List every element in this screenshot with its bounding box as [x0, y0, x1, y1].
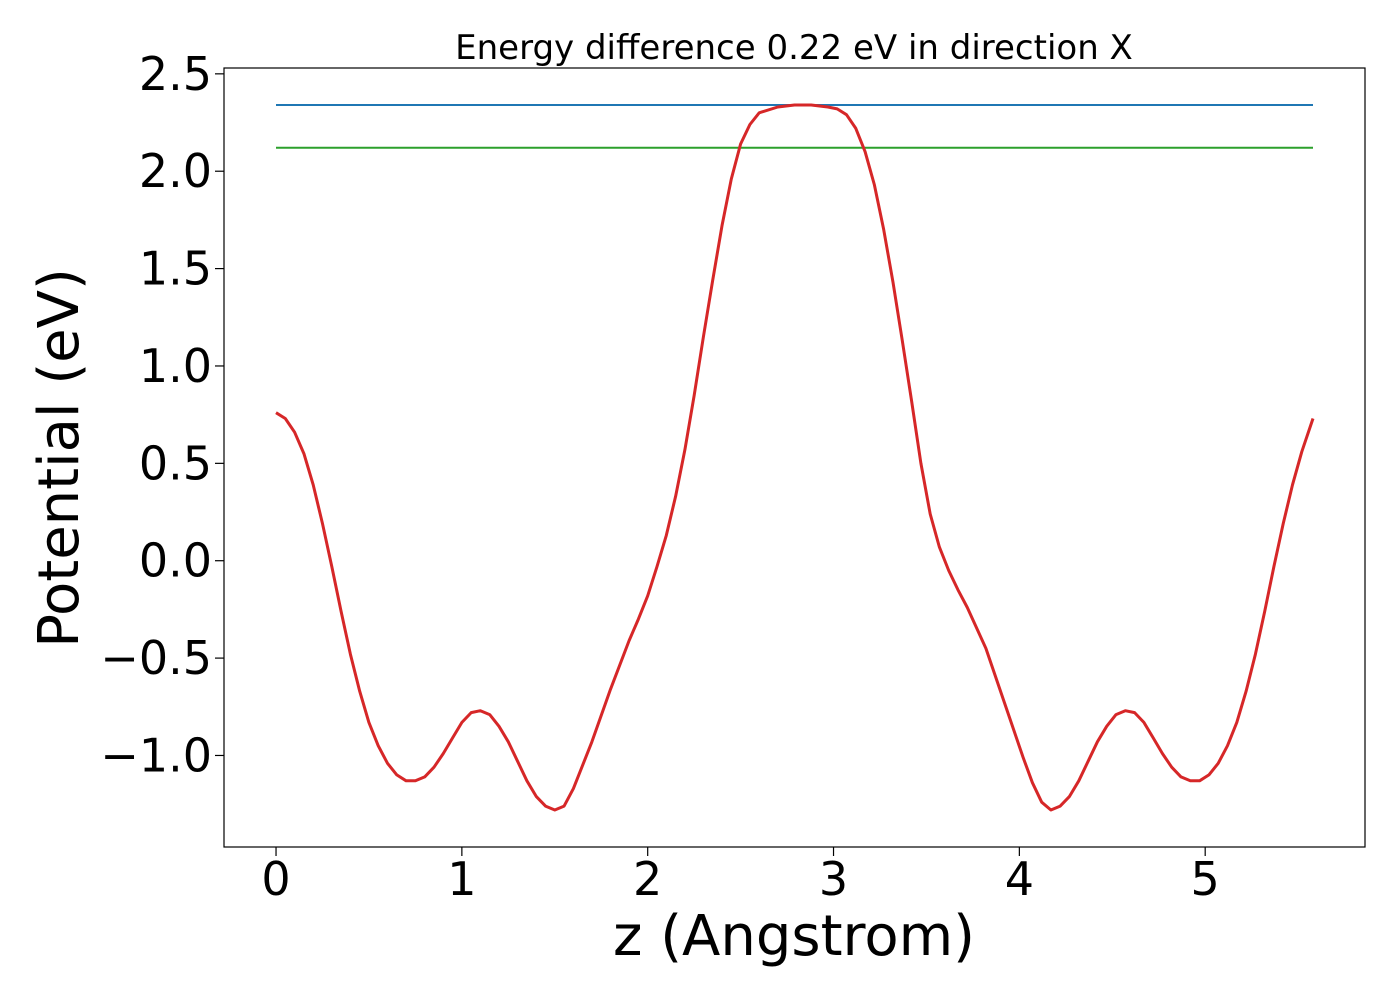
y-tick-label: −1.0 [100, 728, 212, 782]
potential-curve [275, 103, 1315, 812]
x-tick-label: 3 [819, 852, 848, 906]
x-tick-label: 5 [1191, 852, 1220, 906]
x-axis-label: z (Angstrom) [613, 904, 975, 969]
y-tick-label: 0.0 [139, 534, 212, 588]
x-tick-label: 2 [633, 852, 662, 906]
y-axis-label: Potential (eV) [27, 268, 92, 648]
y-tick-label: 1.5 [139, 242, 212, 296]
x-tick-label: 0 [261, 852, 290, 906]
y-tick-label: 2.5 [139, 47, 212, 101]
y-tick-label: 1.0 [139, 339, 212, 393]
x-axis-ticks: 0 1 2 3 4 5 [261, 847, 1220, 906]
y-tick-label: 2.0 [139, 144, 212, 198]
plot-frame [223, 67, 1366, 848]
x-tick-label: 4 [1005, 852, 1034, 906]
y-tick-label: −0.5 [100, 631, 212, 685]
y-axis-ticks: −1.0 −0.5 0.0 0.5 1.0 1.5 2.0 2.5 [100, 47, 224, 782]
y-tick-label: 0.5 [139, 436, 212, 490]
chart-title: Energy difference 0.22 eV in direction X [455, 28, 1133, 68]
series-layer [275, 103, 1315, 812]
x-tick-label: 1 [447, 852, 476, 906]
